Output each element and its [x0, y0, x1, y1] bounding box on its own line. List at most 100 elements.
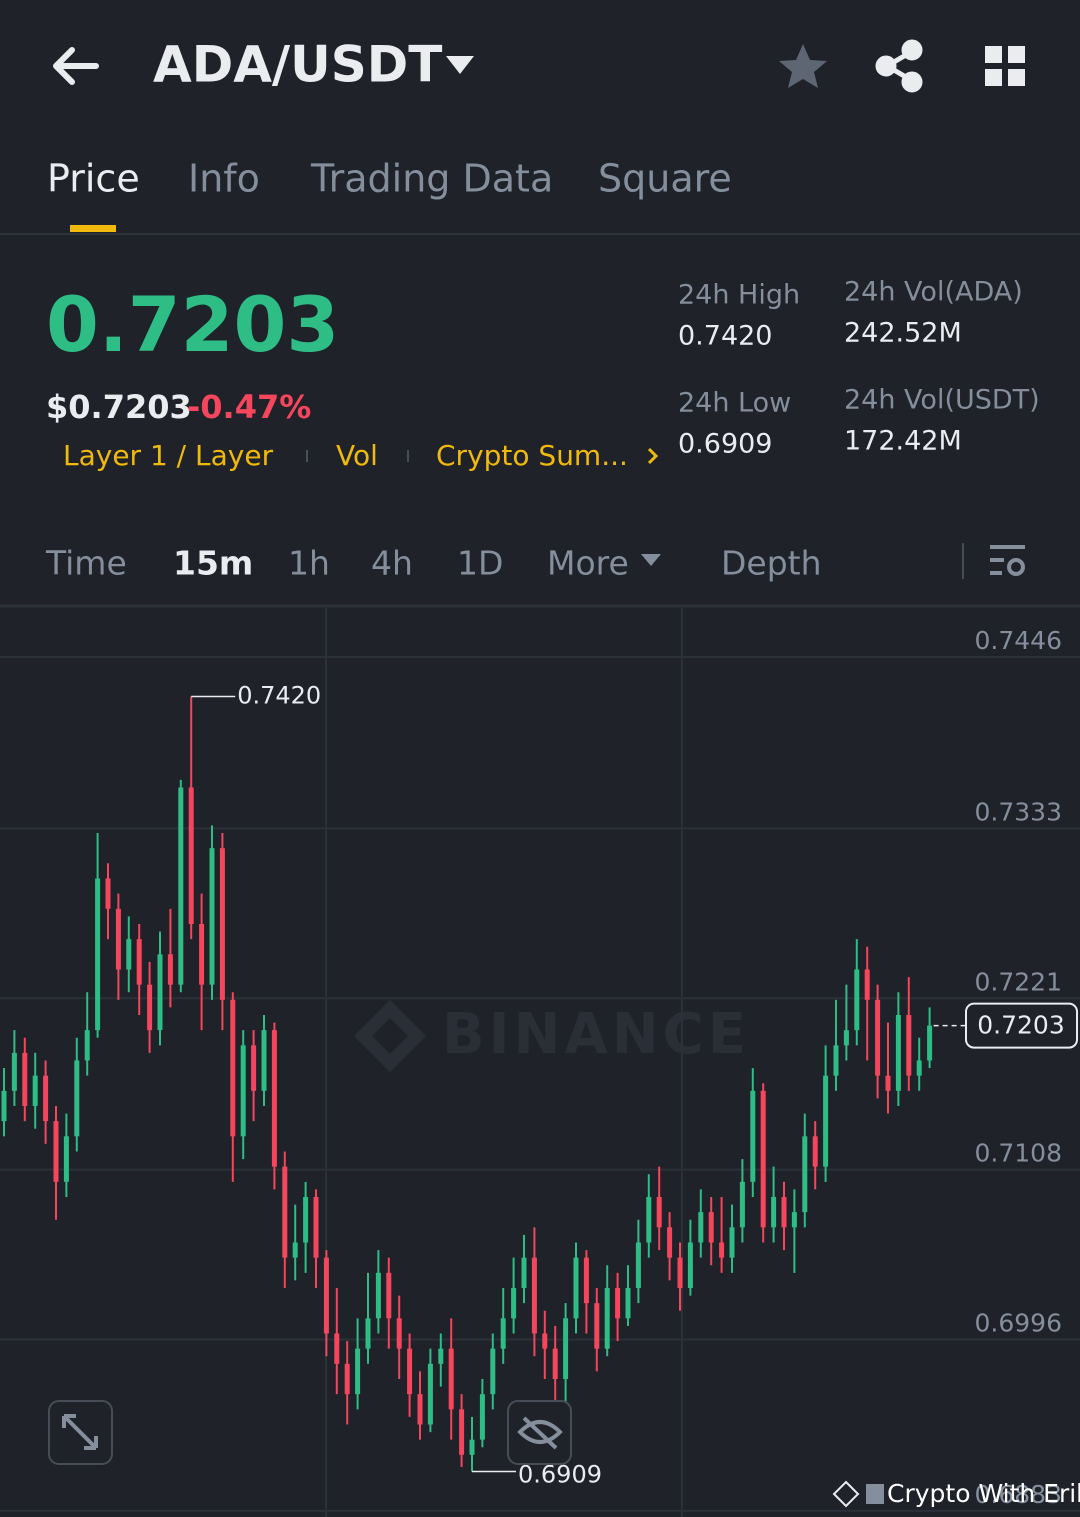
- interval[interactable]: 4h: [371, 544, 413, 583]
- stat-label: 24h Low: [678, 388, 791, 419]
- candle-body: [219, 848, 225, 1000]
- tab-indicator: [70, 225, 116, 232]
- candle-body: [209, 848, 215, 985]
- footer-icon: [866, 1484, 884, 1504]
- tag[interactable]: Vol: [336, 439, 378, 472]
- candle-body: [708, 1212, 714, 1243]
- y-tick-label: 0.7333: [975, 797, 1062, 826]
- candle-body: [11, 1052, 17, 1091]
- candle-body: [178, 787, 184, 985]
- tab[interactable]: Square: [598, 157, 732, 201]
- grid-square: [985, 46, 1002, 63]
- candle-body: [375, 1272, 381, 1319]
- candle-body: [74, 1060, 80, 1137]
- last-price-label: 0.7203: [977, 1011, 1064, 1040]
- tag-chevron[interactable]: [647, 447, 659, 465]
- hide-button[interactable]: [507, 1400, 572, 1465]
- candle-body: [750, 1090, 756, 1182]
- candle-body: [188, 787, 194, 924]
- expand-icon: [62, 1414, 98, 1450]
- grid-square: [1008, 69, 1025, 86]
- tab-active[interactable]: Price: [47, 157, 140, 201]
- y-tick-label: 0.7446: [975, 626, 1062, 655]
- candle-body: [386, 1272, 392, 1319]
- candle-body: [791, 1212, 797, 1228]
- settings-lines: [990, 545, 1025, 575]
- last-price-box: [965, 1002, 1078, 1049]
- grid-menu[interactable]: [985, 46, 1025, 86]
- candle-body: [604, 1287, 610, 1349]
- interval[interactable]: Depth: [721, 544, 822, 583]
- candle-body: [843, 1030, 849, 1046]
- tag[interactable]: Crypto Sum...: [436, 439, 628, 472]
- y-tick-label: 0.7221: [975, 967, 1062, 996]
- candle-body: [469, 1439, 475, 1455]
- tab[interactable]: Info: [188, 157, 260, 201]
- candle-body: [417, 1394, 423, 1425]
- grid-square: [1008, 46, 1025, 63]
- watermark-text: BINANCE: [442, 1002, 750, 1067]
- tab[interactable]: Trading Data: [310, 157, 553, 201]
- candle-body: [812, 1136, 818, 1167]
- candle-body: [292, 1242, 298, 1258]
- chart-settings[interactable]: [990, 545, 1025, 576]
- interval[interactable]: More: [547, 544, 629, 583]
- candle-body: [32, 1075, 38, 1106]
- stat-label: 24h High: [678, 280, 800, 311]
- y-tick-label: 0.6883: [975, 1480, 1062, 1509]
- candle-body: [927, 1025, 933, 1061]
- more-dropdown[interactable]: [641, 554, 661, 566]
- candle-body: [656, 1196, 662, 1228]
- candle-body: [573, 1257, 579, 1319]
- footer-credit: Crypto With Erik: [887, 1479, 1080, 1508]
- candle-body: [167, 954, 173, 985]
- watermark-logo: [354, 1000, 426, 1072]
- candle-body: [365, 1318, 371, 1349]
- candle-body: [552, 1348, 558, 1379]
- candle-body: [230, 999, 236, 1137]
- back-button[interactable]: [53, 47, 99, 85]
- candle-body: [22, 1052, 28, 1106]
- candle-body: [313, 1196, 319, 1258]
- candle-body: [407, 1348, 413, 1395]
- candle-body: [448, 1348, 454, 1410]
- candle-body: [916, 1060, 922, 1076]
- candle-body: [646, 1196, 652, 1243]
- last-price: 0.7203: [46, 280, 339, 369]
- candle-body: [854, 969, 860, 1031]
- interval[interactable]: 1D: [457, 544, 503, 583]
- pair-title[interactable]: ADA/USDT: [153, 36, 442, 94]
- candle-body: [303, 1196, 309, 1243]
- candle-body: [625, 1287, 631, 1319]
- interval[interactable]: Time: [45, 544, 127, 583]
- candle-body: [864, 969, 870, 1000]
- candle-body: [261, 1030, 267, 1091]
- candle-body: [355, 1348, 361, 1395]
- stat-label: 24h Vol(ADA): [844, 277, 1023, 308]
- stat-label: 24h Vol(USDT): [844, 385, 1040, 416]
- settings-gear: [1007, 558, 1025, 576]
- candle-body: [802, 1136, 808, 1213]
- candle-body: [906, 1014, 912, 1076]
- share-dot: [875, 55, 897, 77]
- candle-body: [199, 923, 205, 985]
- candle-body: [729, 1227, 735, 1258]
- share-button[interactable]: [875, 39, 923, 93]
- high-marker-label: 0.7420: [237, 681, 321, 709]
- candle-body: [677, 1257, 683, 1288]
- eye-off-icon: [517, 1416, 563, 1450]
- candle-body: [823, 1075, 829, 1167]
- tag[interactable]: Layer 1 / Layer: [63, 439, 274, 472]
- expand-button[interactable]: [48, 1400, 113, 1465]
- interval[interactable]: 1h: [288, 544, 330, 583]
- candle-body: [240, 1045, 246, 1137]
- interval-active[interactable]: 15m: [173, 544, 253, 583]
- candle-body: [1, 1090, 7, 1122]
- share-dot: [901, 71, 923, 93]
- pair-dropdown[interactable]: [446, 56, 474, 74]
- watermark: BINANCE: [354, 1000, 750, 1072]
- favorite-star[interactable]: [779, 44, 827, 88]
- candle-body: [84, 1030, 90, 1061]
- candle-body: [271, 1030, 277, 1167]
